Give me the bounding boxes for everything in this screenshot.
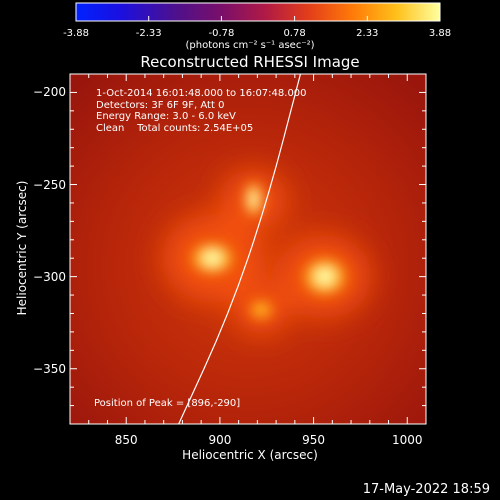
x-axis-label: Heliocentric X (arcsec) (182, 448, 318, 462)
observation-info: 1-Oct-2014 16:01:48.000 to 16:07:48.000 D… (96, 88, 307, 134)
y-tick-label: −200 (33, 85, 66, 100)
y-tick-label: −300 (33, 269, 66, 284)
observation-info-line: Detectors: 3F 6F 9F, Att 0 (96, 99, 225, 111)
solar-limb-curve (178, 74, 302, 424)
x-tick-label: 900 (208, 433, 232, 447)
colorbar-tick-label: -2.33 (135, 28, 162, 39)
colorbar-tick-label: 0.78 (283, 28, 306, 39)
colorbar-ticks (75, 16, 441, 21)
colorbar-tick-label: 2.33 (356, 28, 379, 39)
colorbar-tick-label: 3.88 (428, 28, 452, 39)
x-tick-label: 1000 (391, 433, 423, 447)
colorbar-unit-label: (photons cm⁻² s⁻¹ asec⁻²) (185, 40, 315, 51)
chart-title: Reconstructed RHESSI Image (140, 53, 360, 71)
colorbar-tick-label: -3.88 (63, 28, 89, 39)
y-axis-label: Heliocentric Y (arcsec) (15, 180, 29, 316)
peak-position-label: Position of Peak = [896,-290] (94, 398, 241, 409)
colorbar-tick-label: -0.78 (208, 28, 235, 39)
source-core (250, 191, 258, 208)
y-tick-label: −350 (33, 361, 66, 376)
observation-info-line: Energy Range: 3.0 - 6.0 keV (96, 111, 236, 123)
observation-info-line: Clean Total counts: 2.54E+05 (96, 122, 254, 134)
render-date: 17-May-2022 18:59 (362, 482, 490, 497)
x-tick-label: 950 (302, 433, 326, 447)
source-core (253, 303, 269, 316)
colorbar (75, 2, 441, 22)
axis-ticks (70, 73, 427, 424)
y-tick-label: −250 (33, 177, 66, 192)
observation-info-line: 1-Oct-2014 16:01:48.000 to 16:07:48.000 (96, 88, 307, 99)
colorbar-gradient (75, 2, 441, 22)
source-core (204, 251, 221, 265)
plot-frame (69, 73, 427, 425)
source-core (316, 269, 333, 284)
x-tick-label: 850 (114, 433, 138, 447)
